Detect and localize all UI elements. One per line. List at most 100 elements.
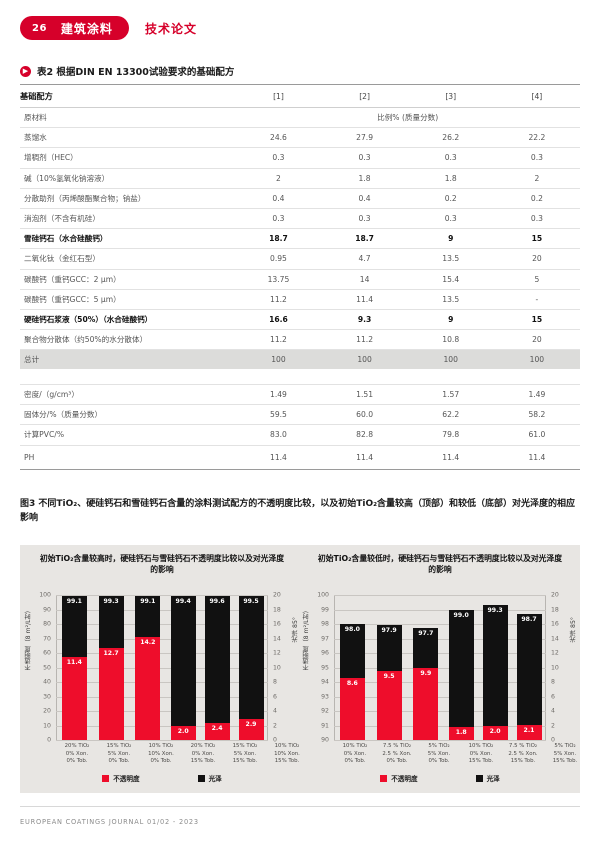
- row-value-1: 16.6: [235, 309, 322, 331]
- chart-right: 初始TiO₂含量较低时，硬硅钙石与雪硅钙石不透明度比较以及对光泽度的影响 90 9…: [303, 545, 578, 793]
- row-value-1: 24.6: [235, 127, 322, 149]
- bar-segment-opacity: 2.9: [238, 718, 264, 740]
- row-label: 二氧化钛（金红石型）: [20, 248, 236, 270]
- row-value-2: 11.4: [321, 445, 408, 470]
- bar-value-gloss: 1.8: [455, 728, 467, 736]
- footer-divider: [20, 806, 580, 807]
- x-tick-label: 7.5 % TiO₂ 2.5 % Xon. 0% Tob.: [376, 743, 418, 766]
- bar-value-opacity: 99.3: [103, 598, 119, 606]
- bar-value-gloss: 9.5: [383, 673, 395, 681]
- bar: 98.7 2.1: [516, 613, 542, 740]
- row-value-2: 0.3: [321, 147, 408, 169]
- bar-value-opacity: 99.4: [175, 597, 191, 605]
- row-value-4: 11.4: [493, 445, 580, 470]
- bar-segment-opacity: 11.4: [61, 657, 87, 740]
- chart-right-yticks-right: 0 2 4 6 8 10 12 14 16 18 20: [548, 592, 576, 744]
- bar: 99.5 2.9: [238, 595, 264, 740]
- bar: 97.9 9.5: [376, 625, 402, 740]
- bar-segment-opacity: 1.8: [448, 726, 474, 740]
- x-tick-line: 15% Tob.: [274, 758, 300, 765]
- row-value-1: 0.3: [235, 208, 322, 230]
- bar-value-gloss: 9.9: [420, 670, 432, 678]
- legend-swatch-gloss-icon: [197, 774, 205, 782]
- x-tick-line: 0% Xon.: [65, 750, 89, 757]
- row-label: PH: [20, 445, 236, 470]
- y-tick-label-right: 6: [273, 693, 277, 700]
- y-tick-label: 99: [321, 606, 329, 613]
- charts-panel: 初始TiO₂含量较高时，硬硅钙石与雪硅钙石不透明度比较以及对光泽度的影响 0 10…: [20, 545, 580, 793]
- chart-right-xlabels: 10% TiO₂ 0% Xon. 0% Tob. 7.5 % TiO₂ 2.5 % Xo…: [334, 743, 578, 766]
- x-tick-line: 0% Xon.: [343, 750, 367, 757]
- bar-segment-gloss: 97.9: [376, 625, 402, 672]
- legend-label-opacity: 不透明度: [391, 775, 418, 783]
- x-tick-line: 10% TiO₂: [274, 743, 300, 749]
- y-tick-label-right: 12: [551, 649, 559, 657]
- x-tick-line: 5% Xon.: [233, 750, 257, 757]
- y-tick-label-right: 12: [273, 649, 281, 657]
- bar-segment-opacity: 2.1: [516, 724, 542, 740]
- x-tick-label: 10% TiO₂ 10% Xon. 15% Tob.: [266, 743, 308, 766]
- table-header-label: 基础配方: [20, 84, 236, 108]
- bar-segment-gloss: 99.5: [238, 595, 264, 719]
- row-value-4: 1.49: [493, 383, 580, 406]
- row-value-1: 0.4: [235, 188, 322, 209]
- table-header-col-4: [4]: [493, 84, 580, 108]
- page-header: 26 建筑涂料 技术论文: [20, 16, 197, 40]
- row-label: 聚合物分散体（约50%的水分散体）: [20, 329, 236, 351]
- x-tick-line: 15% Tob.: [190, 758, 216, 765]
- y-tick-label-right: 0: [551, 736, 555, 744]
- table-row: 消泡剂（不含有机硅） 0.3 0.3 0.3 0.3: [20, 208, 580, 230]
- x-tick-label: 10% TiO₂ 0% Xon. 0% Tob.: [334, 743, 376, 766]
- chart-left-ylabel-right: 光泽 85°: [292, 617, 299, 643]
- y-tick-label: 80: [43, 620, 51, 628]
- bar-value-opacity: 99.3: [487, 607, 503, 615]
- bar-value-opacity: 97.9: [381, 627, 397, 635]
- row-value-4: 0.2: [493, 188, 580, 209]
- table-prop-row: 固体分/%（质量分数） 59.5 60.0 62.2 58.2: [20, 404, 580, 426]
- y-tick-label-right: 14: [273, 635, 281, 642]
- bar-group: 98.0 8.6 97.9 9.5 97.7 9.9: [334, 624, 444, 740]
- row-value-4: 20: [493, 329, 580, 351]
- y-tick-label-right: 4: [273, 707, 277, 715]
- formulation-table-wrap: 基础配方 [1] [2] [3] [4] 原材料 比例% (质量分数) 蒸馏水 2…: [20, 84, 580, 470]
- x-label-group: 20% TiO₂ 0% Xon. 0% Tob. 15% TiO₂ 5% Xon. 0% …: [56, 743, 182, 766]
- x-label-group: 10% TiO₂ 0% Xon. 15% Tob. 7.5 % TiO₂ 2.5 % X…: [460, 743, 586, 766]
- row-label: 增稠剂（HEC）: [20, 147, 236, 169]
- bar-value-gloss: 12.7: [103, 649, 119, 657]
- y-tick-label: 60: [43, 649, 51, 657]
- row-value-2: 27.9: [321, 127, 408, 149]
- table-subheader-label: 原材料: [20, 107, 236, 129]
- bar-segment-opacity: 9.5: [376, 671, 402, 740]
- row-value-4: 5: [493, 269, 580, 290]
- table-total-row: 总计 100 100 100 100: [20, 349, 580, 370]
- y-tick-label: 95: [321, 664, 329, 671]
- row-label: 计算PVC/%: [20, 424, 236, 446]
- y-tick-label-right: 14: [551, 635, 559, 642]
- legend-item-gloss: 光泽: [475, 773, 500, 783]
- x-tick-line: 15% Tob.: [510, 758, 536, 765]
- row-value-2: 0.3: [321, 208, 408, 230]
- x-tick-label: 5% TiO₂ 5% Xon. 0% Tob.: [418, 743, 460, 766]
- row-value-2: 1.8: [321, 168, 408, 189]
- row-value-2: 4.7: [321, 248, 408, 270]
- gridline: [56, 725, 268, 727]
- row-label: 碱（10%氢氧化钠溶液）: [20, 168, 236, 189]
- row-value-1: 11.4: [235, 445, 322, 470]
- x-tick-label: 5% TiO₂ 5% Xon. 15% Tob.: [544, 743, 586, 766]
- row-label: 蒸馏水: [20, 127, 236, 149]
- article-type-label: 技术论文: [144, 21, 197, 36]
- chart-left-gridlines: [56, 595, 268, 741]
- x-tick-line: 2.5 % Xon.: [508, 750, 538, 757]
- table-spacer: [20, 369, 580, 385]
- chart-right-title: 初始TiO₂含量较低时，硬硅钙石与雪硅钙石不透明度比较以及对光泽度的影响: [317, 554, 563, 575]
- bar: 99.6 2.4: [204, 595, 230, 740]
- bar-value-gloss: 8.6: [346, 679, 358, 687]
- gridline: [56, 624, 268, 625]
- bar-value-gloss: 2.0: [489, 727, 501, 735]
- y-tick-label: 98: [321, 620, 329, 628]
- y-tick-label-right: 16: [273, 620, 281, 628]
- row-value-4: 15: [493, 228, 580, 250]
- y-tick-label-right: 8: [273, 678, 277, 686]
- row-value-3: 62.2: [407, 404, 494, 426]
- chart-left-title: 初始TiO₂含量较高时，硬硅钙石与雪硅钙石不透明度比较以及对光泽度的影响: [39, 554, 285, 575]
